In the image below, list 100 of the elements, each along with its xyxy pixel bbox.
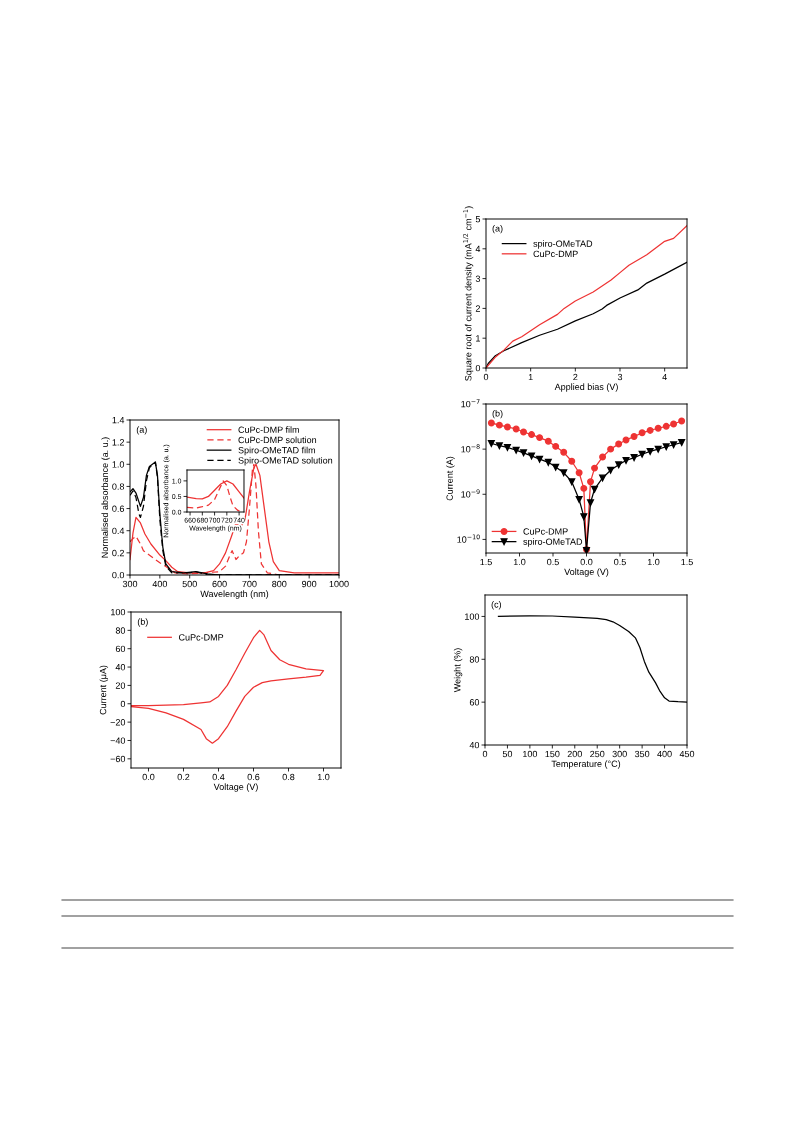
x-tick-label: 450	[679, 750, 695, 758]
x-tick-label: 0.0	[142, 773, 155, 781]
x-tick-label: 400	[152, 580, 168, 588]
annotation: (c)	[491, 601, 502, 610]
point	[654, 445, 662, 453]
y-tick-label: 40	[469, 741, 480, 749]
x-tick-label: 0.0	[580, 558, 593, 566]
y-tick-label: 5	[475, 216, 481, 223]
y-tick-label: 0.8	[112, 483, 125, 490]
point	[615, 440, 623, 448]
point	[536, 434, 544, 442]
x-axis-title: Wavelength (nm)	[200, 590, 269, 599]
y-tick-label: 10$^{−10}$	[457, 534, 480, 543]
point	[512, 446, 520, 454]
x-tick-label: 500	[182, 580, 197, 588]
x-tick-label: 50	[502, 750, 513, 758]
annotation: (b)	[137, 618, 148, 627]
y-tick-label: 0	[120, 700, 126, 708]
point	[622, 436, 630, 444]
y-tick-label: −40	[110, 737, 126, 744]
x-axis-title: Temperature (°C)	[551, 760, 621, 769]
y-axis-title: Normalised absorbance (a. u.)	[101, 437, 110, 558]
point	[520, 428, 527, 436]
point	[552, 463, 560, 471]
x-tick-label: 1.0	[513, 558, 526, 566]
point	[630, 433, 638, 441]
point	[528, 431, 536, 439]
point	[487, 419, 495, 427]
y-tick-label: 1.4	[112, 417, 125, 424]
legend-label: CuPc-DMP	[523, 528, 568, 535]
x-tick-label: 1.5	[480, 558, 492, 566]
point	[591, 464, 599, 472]
point	[630, 454, 638, 462]
point	[670, 420, 678, 428]
point	[622, 457, 630, 464]
x-tick-label: 300	[122, 580, 138, 588]
x-tick-label: 1.0	[647, 558, 660, 566]
x-tick-label: 150	[545, 750, 560, 758]
point	[638, 429, 646, 437]
point	[670, 441, 678, 449]
x-axis-title: Applied bias (V)	[554, 383, 618, 392]
point	[520, 449, 527, 457]
legend-label: Spiro-OMeTAD solution	[238, 456, 333, 466]
point	[503, 423, 511, 431]
y-tick-label: 100	[111, 608, 126, 616]
point	[568, 457, 576, 465]
x-tick-label: 600	[212, 580, 227, 588]
x-tick-label: 0.5	[547, 558, 559, 566]
legend-label: spiro-OMeTAD	[523, 538, 583, 547]
point	[607, 466, 615, 474]
point	[544, 437, 552, 445]
y-tick-label: 60	[469, 699, 480, 706]
point	[528, 452, 536, 460]
y-tick-label: 1.2	[112, 439, 124, 446]
y-axis-title: Square root of current density (mA$^{1/2}$ cm$^{−1}$)	[463, 206, 474, 381]
x-axis-title: Voltage (V)	[564, 568, 609, 577]
x-tick-label: 0	[483, 373, 489, 381]
line-series	[131, 629, 325, 744]
point	[662, 422, 670, 430]
y-tick-label: 20	[115, 682, 126, 689]
y-tick-label: 0.6	[112, 505, 125, 512]
point	[580, 513, 588, 521]
x-tick-label: 2	[573, 373, 578, 381]
x-tick-label: 0.5	[614, 558, 626, 566]
y-tick-label: 2	[475, 305, 480, 312]
x-tick-label: 0.2	[177, 773, 190, 781]
point	[487, 439, 495, 447]
y-tick-label: 10$^{−7}$	[461, 399, 480, 408]
x-tick-label: 100	[523, 750, 538, 758]
x-tick-label: 200	[567, 750, 582, 758]
x-tick-label: 0.8	[282, 773, 295, 781]
point	[560, 448, 568, 456]
legend-label: CuPc-DMP solution	[238, 436, 317, 444]
x-tick-label: 1.0	[317, 773, 330, 781]
x-tick-label: 350	[634, 750, 650, 758]
point	[552, 442, 560, 450]
x-tick-label: 0.4	[212, 773, 225, 781]
x-tick-label: 0.6	[247, 773, 260, 781]
point	[599, 453, 607, 461]
legend-label: Spiro-OMeTAD film	[238, 446, 316, 456]
point	[536, 455, 544, 463]
x-tick-label: 4	[662, 373, 667, 381]
point	[599, 474, 607, 482]
x-axis-title: Voltage (V)	[213, 783, 258, 792]
point	[512, 425, 520, 433]
y-tick-label: 0	[475, 364, 481, 372]
point	[607, 445, 615, 453]
x-tick-label: 1.5	[681, 558, 693, 566]
y-tick-label: 60	[115, 645, 126, 653]
x-tick-label: 900	[302, 580, 317, 588]
y-tick-label: 0.0	[112, 571, 125, 579]
y-tick-label: 10$^{−9}$	[461, 489, 480, 498]
point	[575, 495, 583, 503]
point	[638, 450, 646, 458]
y-tick-label: 80	[469, 656, 480, 663]
y-tick-label: 1.0	[112, 461, 125, 468]
point	[678, 439, 686, 447]
point	[544, 458, 552, 466]
point	[678, 417, 686, 425]
y-tick-label: 4	[475, 245, 481, 253]
